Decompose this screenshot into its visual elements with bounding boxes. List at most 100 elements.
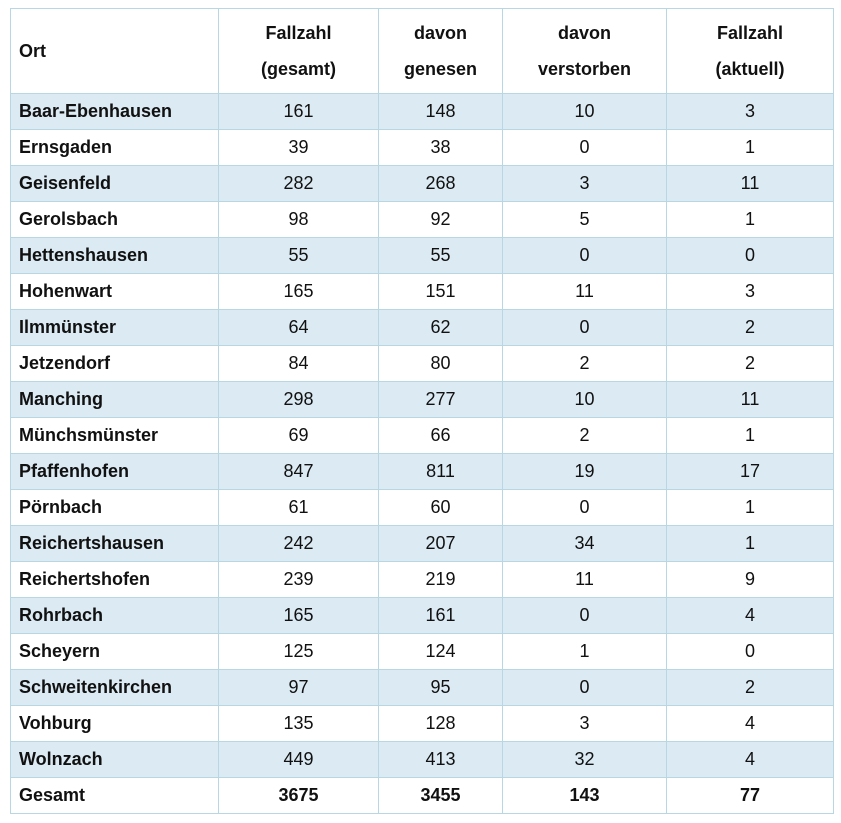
- value-cell: 3: [502, 705, 667, 742]
- value-cell: 413: [378, 741, 503, 778]
- header-text: verstorben: [537, 59, 632, 79]
- value-cell: 219: [378, 561, 503, 598]
- place-cell: Vohburg: [10, 705, 219, 742]
- value-cell: 97: [218, 669, 379, 706]
- value-cell: 3455: [378, 777, 503, 814]
- table-row: Geisenfeld 282 268 3 11: [10, 165, 834, 202]
- value-cell: 207: [378, 525, 503, 562]
- table-row: Pörnbach 61 60 0 1: [10, 489, 834, 526]
- place-cell: Manching: [10, 381, 219, 418]
- value-cell: 11: [666, 381, 834, 418]
- value-cell: 64: [218, 309, 379, 346]
- value-cell: 5: [502, 201, 667, 238]
- value-cell: 2: [502, 417, 667, 454]
- place-cell: Reichertshausen: [10, 525, 219, 562]
- table-row: Hohenwart 165 151 11 3: [10, 273, 834, 310]
- header-cell: davon verstorben: [502, 8, 667, 94]
- value-cell: 92: [378, 201, 503, 238]
- value-cell: 95: [378, 669, 503, 706]
- table-body: Baar-Ebenhausen 161 148 10 3 Ernsgaden 39 38 0 1 G…: [10, 93, 834, 814]
- place-cell: Jetzendorf: [10, 345, 219, 382]
- value-cell: 17: [666, 453, 834, 490]
- value-cell: 11: [502, 273, 667, 310]
- header-text: davon: [413, 23, 467, 43]
- table-row: Reichertshausen 242 207 34 1: [10, 525, 834, 562]
- value-cell: 38: [378, 129, 503, 166]
- place-cell: Gerolsbach: [10, 201, 219, 238]
- place-cell: Münchsmünster: [10, 417, 219, 454]
- place-cell: Hettenshausen: [10, 237, 219, 274]
- value-cell: 3: [666, 93, 834, 130]
- value-cell: 34: [502, 525, 667, 562]
- value-cell: 0: [666, 633, 834, 670]
- value-cell: 811: [378, 453, 503, 490]
- value-cell: 449: [218, 741, 379, 778]
- table-row: Reichertshofen 239 219 11 9: [10, 561, 834, 598]
- table-row: Wolnzach 449 413 32 4: [10, 741, 834, 778]
- place-cell: Pfaffenhofen: [10, 453, 219, 490]
- value-cell: 3675: [218, 777, 379, 814]
- value-cell: 11: [666, 165, 834, 202]
- place-cell: Schweitenkirchen: [10, 669, 219, 706]
- value-cell: 77: [666, 777, 834, 814]
- place-cell: Hohenwart: [10, 273, 219, 310]
- value-cell: 124: [378, 633, 503, 670]
- table-row: Gerolsbach 98 92 5 1: [10, 201, 834, 238]
- header-row: Ort Fallzahl (gesamt) davon genesen davon vers…: [10, 8, 834, 94]
- table-row: Manching 298 277 10 11: [10, 381, 834, 418]
- value-cell: 125: [218, 633, 379, 670]
- value-cell: 3: [666, 273, 834, 310]
- value-cell: 165: [218, 597, 379, 634]
- value-cell: 847: [218, 453, 379, 490]
- value-cell: 69: [218, 417, 379, 454]
- value-cell: 2: [666, 309, 834, 346]
- place-cell: Geisenfeld: [10, 165, 219, 202]
- value-cell: 4: [666, 597, 834, 634]
- value-cell: 19: [502, 453, 667, 490]
- place-cell: Ilmmünster: [10, 309, 219, 346]
- value-cell: 148: [378, 93, 503, 130]
- place-cell: Baar-Ebenhausen: [10, 93, 219, 130]
- header-cell: davon genesen: [378, 8, 503, 94]
- value-cell: 1: [666, 201, 834, 238]
- header-text: (aktuell): [715, 59, 785, 79]
- value-cell: 1: [666, 129, 834, 166]
- value-cell: 151: [378, 273, 503, 310]
- place-cell: Ernsgaden: [10, 129, 219, 166]
- value-cell: 4: [666, 705, 834, 742]
- header-text: davon: [557, 23, 611, 43]
- value-cell: 165: [218, 273, 379, 310]
- table-row: Scheyern 125 124 1 0: [10, 633, 834, 670]
- place-cell: Gesamt: [10, 777, 219, 814]
- header-cell: Ort: [10, 8, 219, 94]
- value-cell: 277: [378, 381, 503, 418]
- value-cell: 0: [502, 129, 667, 166]
- table-row: Hettenshausen 55 55 0 0: [10, 237, 834, 274]
- value-cell: 135: [218, 705, 379, 742]
- place-cell: Rohrbach: [10, 597, 219, 634]
- header-text: genesen: [403, 59, 478, 79]
- value-cell: 0: [502, 669, 667, 706]
- value-cell: 268: [378, 165, 503, 202]
- header-text: Ort: [19, 41, 46, 61]
- value-cell: 4: [666, 741, 834, 778]
- table-row: Ernsgaden 39 38 0 1: [10, 129, 834, 166]
- header-text: (gesamt): [260, 59, 336, 79]
- header-text: Fallzahl: [265, 23, 332, 43]
- table-row: Gesamt 3675 3455 143 77: [10, 777, 834, 814]
- value-cell: 80: [378, 345, 503, 382]
- value-cell: 2: [666, 345, 834, 382]
- value-cell: 1: [502, 633, 667, 670]
- place-cell: Wolnzach: [10, 741, 219, 778]
- value-cell: 55: [218, 237, 379, 274]
- value-cell: 2: [666, 669, 834, 706]
- table-row: Pfaffenhofen 847 811 19 17: [10, 453, 834, 490]
- value-cell: 0: [502, 237, 667, 274]
- table-row: Baar-Ebenhausen 161 148 10 3: [10, 93, 834, 130]
- value-cell: 0: [502, 489, 667, 526]
- value-cell: 1: [666, 525, 834, 562]
- value-cell: 61: [218, 489, 379, 526]
- table-row: Rohrbach 165 161 0 4: [10, 597, 834, 634]
- value-cell: 10: [502, 93, 667, 130]
